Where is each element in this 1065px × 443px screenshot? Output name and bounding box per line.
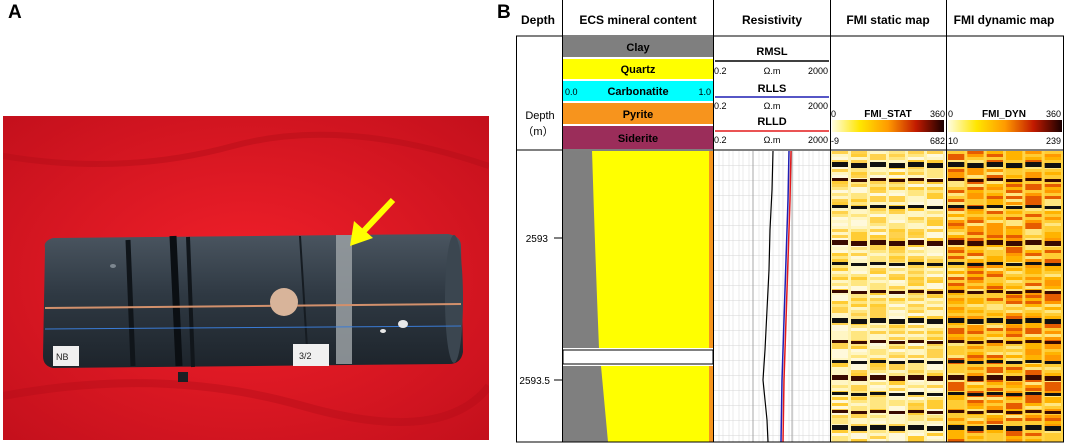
depth-track-unit: （m） [522,125,553,138]
core-label-left: NB [56,352,69,362]
curve-name-rmsl: RMSL [756,46,787,58]
depth-tick-2593-5: 2593.5 [519,376,550,387]
curve-unit-rlld: Ω.m [764,135,781,145]
curve-name-rlld: RLLD [757,116,786,128]
legend-scale-max: 1.0 [698,87,711,97]
panel-b-label: B [497,2,511,23]
core-cylinder: NB 3/2 [43,234,463,382]
fmi-static-image [831,151,945,442]
curve-max-rlls: 2000 [808,101,828,111]
header-depth: Depth [521,13,555,27]
fmi-static-colorbar [832,120,944,132]
rlls-curve [780,150,790,443]
fmi-dynamic-name: FMI_DYN [982,109,1026,120]
fmi-static-top-max: 360 [930,109,945,119]
depth-tick-2593: 2593 [526,234,549,245]
header-resistivity: Resistivity [742,13,802,27]
resistivity-track [714,150,830,443]
panel-a-label: A [8,2,22,23]
depth-track: 2593 2593.5 [519,234,562,387]
fmi-dynamic-bottom-max: 239 [1046,136,1061,146]
rmsl-curve [762,150,774,443]
legend-carbonatite: Carbonatite [607,86,668,98]
well-log-panel: Depth ECS mineral content Resistivity FM… [516,0,1064,443]
header-fmi-dynamic: FMI dynamic map [954,13,1055,27]
fmi-dynamic-image [947,151,1063,442]
legend-siderite: Siderite [618,133,658,145]
arrow-icon [350,197,396,246]
ecs-legend: Clay Quartz Carbonatite 0.0 1.0 Pyrite S… [563,37,713,149]
core-label-right: 3/2 [299,351,312,361]
rlld-curve [782,150,792,443]
curve-min-rlls: 0.2 [714,101,727,111]
legend-pyrite: Pyrite [623,109,654,121]
fmi-dynamic-top-max: 360 [1046,109,1061,119]
curve-max-rmsl: 2000 [808,66,828,76]
depth-track-title: Depth [525,110,554,122]
curve-min-rmsl: 0.2 [714,66,727,76]
fmi-static-legend: 0 FMI_STAT 360 -9 682 [831,109,945,146]
curve-min-rlld: 0.2 [714,135,727,145]
fmi-static-bottom-max: 682 [930,136,945,146]
header-fmi-static: FMI static map [846,13,929,27]
fmi-dynamic-bottom-min: 10 [948,136,958,146]
legend-clay: Clay [626,42,650,54]
curve-max-rlld: 2000 [808,135,828,145]
track-borders [516,0,1064,443]
fmi-static-bottom-min: -9 [831,136,839,146]
fmi-static-top-min: 0 [831,109,836,119]
resistivity-legend: RMSL 0.2 Ω.m 2000 RLLS 0.2 Ω.m 2000 RLLD… [714,46,829,145]
ecs-track [562,150,714,442]
curve-name-rlls: RLLS [758,83,787,95]
header-ecs: ECS mineral content [579,13,696,27]
legend-quartz: Quartz [621,64,656,76]
curve-unit-rlls: Ω.m [764,101,781,111]
fmi-dynamic-top-min: 0 [948,109,953,119]
fmi-dynamic-legend: 0 FMI_DYN 360 10 239 [948,109,1062,146]
core-sample-photo: NB 3/2 [3,116,489,440]
fmi-dynamic-colorbar [948,120,1062,132]
fmi-static-name: FMI_STAT [864,109,911,120]
legend-scale-min: 0.0 [565,87,578,97]
curve-unit-rmsl: Ω.m [764,66,781,76]
